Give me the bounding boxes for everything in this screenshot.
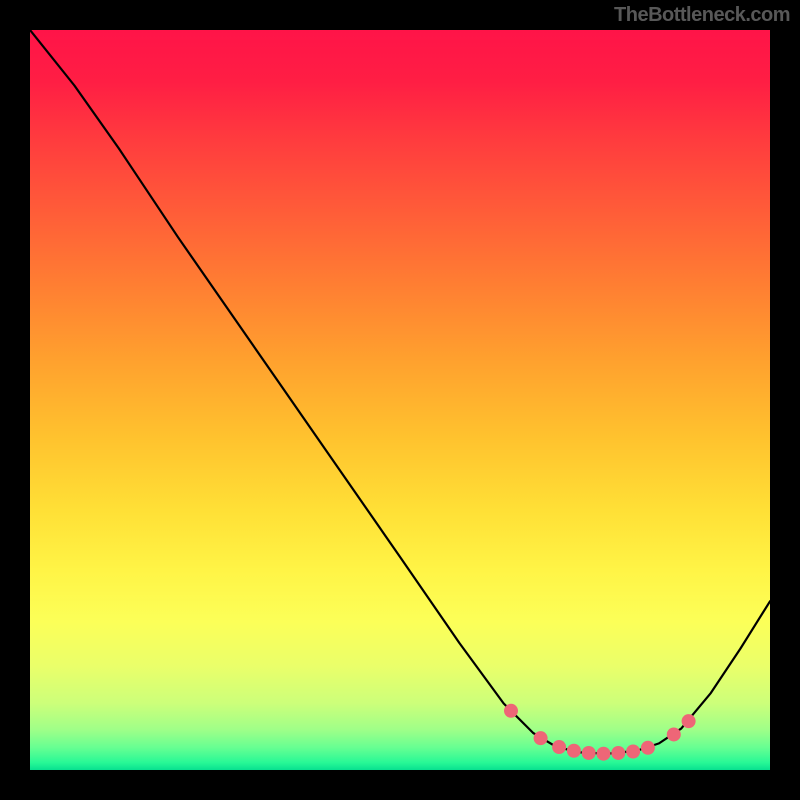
- curve-marker: [597, 747, 611, 761]
- curve-marker: [567, 744, 581, 758]
- curve-marker: [582, 746, 596, 760]
- bottleneck-curve: [30, 30, 770, 754]
- curve-marker: [667, 727, 681, 741]
- curve-marker: [682, 714, 696, 728]
- chart-container: TheBottleneck.com: [0, 0, 800, 800]
- curve-marker: [641, 741, 655, 755]
- curve-marker: [626, 745, 640, 759]
- plot-area: [30, 30, 770, 770]
- watermark-text: TheBottleneck.com: [614, 4, 790, 27]
- curve-marker: [534, 731, 548, 745]
- curve-marker: [504, 704, 518, 718]
- curve-overlay: [30, 30, 770, 770]
- curve-marker: [552, 740, 566, 754]
- curve-marker: [611, 746, 625, 760]
